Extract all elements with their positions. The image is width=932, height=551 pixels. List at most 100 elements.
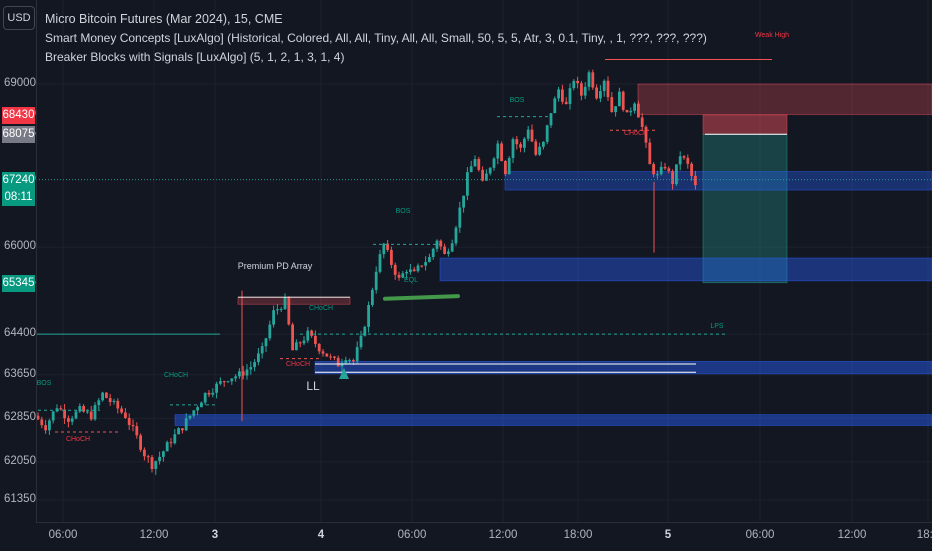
annotation-label: EQL bbox=[404, 277, 418, 284]
up-candle bbox=[507, 158, 511, 175]
down-candle bbox=[181, 428, 184, 431]
y-tick-label: 63650 bbox=[4, 367, 36, 380]
up-candle bbox=[234, 376, 237, 379]
annotation-label: CHoCH bbox=[164, 372, 188, 379]
down-candle bbox=[124, 412, 127, 419]
down-candle bbox=[595, 87, 598, 99]
price-tag: 68430 bbox=[2, 106, 35, 124]
up-candle bbox=[344, 359, 348, 364]
down-candle bbox=[443, 246, 446, 254]
annotation-label: Premium PD Array bbox=[238, 261, 313, 271]
down-candle bbox=[386, 243, 389, 250]
down-candle bbox=[105, 392, 108, 399]
up-candle bbox=[238, 371, 241, 377]
down-candle bbox=[686, 157, 690, 164]
up-candle bbox=[523, 138, 526, 148]
up-candle bbox=[363, 326, 367, 336]
up-candle bbox=[203, 392, 207, 403]
up-candle bbox=[51, 411, 55, 421]
up-candle bbox=[48, 420, 51, 431]
down-candle bbox=[241, 371, 245, 376]
up-candle bbox=[599, 91, 602, 99]
currency-button[interactable]: USD bbox=[3, 6, 35, 30]
time-axis[interactable]: 06:00 12:00 3 4 06:00 12:00 18:00 5 06:00 12:00 18… bbox=[36, 522, 932, 551]
up-candle bbox=[97, 400, 101, 406]
down-candle bbox=[314, 335, 317, 344]
indicator-breaker-blocks[interactable]: Breaker Blocks with Signals [LuxAlgo] (5… bbox=[45, 50, 345, 64]
up-candle bbox=[211, 392, 215, 395]
annotation-label: CHoCH bbox=[624, 130, 648, 137]
up-candle bbox=[340, 363, 344, 367]
annotation-label: BOS bbox=[510, 97, 525, 104]
down-candle bbox=[397, 274, 401, 278]
down-candle bbox=[500, 143, 503, 161]
up-candle bbox=[306, 330, 310, 341]
up-candle bbox=[162, 451, 165, 457]
up-candle bbox=[428, 257, 431, 263]
down-candle bbox=[59, 408, 63, 410]
up-candle bbox=[496, 143, 500, 159]
down-candle bbox=[40, 419, 44, 426]
up-candle bbox=[382, 243, 386, 255]
up-candle bbox=[458, 207, 462, 228]
down-candle bbox=[131, 424, 135, 427]
annotation-label: LPS bbox=[710, 323, 724, 330]
indicator-smart-money-concepts[interactable]: Smart Money Concepts [LuxAlgo] (Historic… bbox=[45, 31, 707, 45]
down-candle bbox=[637, 103, 640, 118]
up-candle bbox=[454, 227, 458, 244]
up-candle bbox=[226, 381, 230, 383]
symbol-title[interactable]: Micro Bitcoin Futures (Mar 2024), 15, CM… bbox=[45, 12, 283, 26]
y-tick-label: 61350 bbox=[4, 493, 36, 505]
down-candle bbox=[317, 343, 321, 352]
candles bbox=[36, 69, 697, 475]
up-candle bbox=[86, 411, 89, 413]
down-candle bbox=[652, 164, 655, 175]
up-candle bbox=[355, 347, 359, 362]
up-candle bbox=[401, 273, 405, 278]
up-candle bbox=[272, 310, 275, 325]
down-candle bbox=[420, 265, 424, 267]
down-candle bbox=[135, 426, 139, 436]
up-candle bbox=[572, 80, 576, 89]
up-candle bbox=[253, 362, 256, 368]
up-candle bbox=[112, 400, 116, 402]
up-candle bbox=[469, 166, 473, 173]
up-candle bbox=[245, 369, 249, 376]
down-candle bbox=[481, 169, 484, 181]
annotation-label: BOS bbox=[396, 208, 411, 215]
up-candle bbox=[70, 418, 74, 422]
down-candle bbox=[610, 97, 614, 113]
countdown-label: 08:11 bbox=[4, 190, 33, 203]
up-candle bbox=[302, 340, 306, 344]
down-candle bbox=[504, 160, 507, 175]
x-tick-label: 5 bbox=[664, 529, 672, 541]
down-candle bbox=[530, 129, 534, 142]
down-candle bbox=[310, 330, 313, 336]
up-candle bbox=[192, 410, 196, 416]
up-candle bbox=[416, 265, 420, 272]
up-candle bbox=[526, 129, 530, 139]
down-candle bbox=[127, 418, 131, 425]
up-candle bbox=[473, 159, 477, 167]
down-candle bbox=[89, 411, 93, 420]
up-candle bbox=[154, 461, 158, 469]
price-tag: 68075 bbox=[2, 126, 35, 144]
down-candle bbox=[667, 168, 671, 172]
down-candle bbox=[108, 398, 112, 402]
down-candle bbox=[44, 425, 47, 431]
down-candle bbox=[671, 171, 674, 185]
down-candle bbox=[143, 449, 146, 457]
up-candle bbox=[435, 240, 439, 249]
up-candle bbox=[249, 367, 253, 370]
bear-order-block bbox=[637, 83, 932, 115]
down-candle bbox=[682, 156, 686, 158]
up-candle bbox=[260, 346, 264, 354]
down-candle bbox=[576, 80, 579, 84]
down-candle bbox=[393, 264, 397, 275]
down-candle bbox=[146, 456, 150, 458]
up-candle bbox=[276, 309, 279, 311]
down-candle bbox=[82, 406, 85, 412]
down-candle bbox=[412, 269, 416, 272]
up-candle bbox=[629, 110, 633, 113]
